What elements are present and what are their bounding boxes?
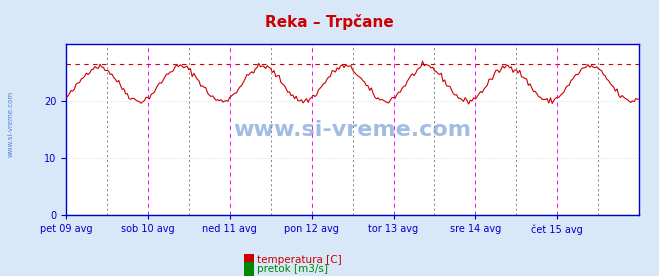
Text: www.si-vreme.com: www.si-vreme.com bbox=[8, 91, 14, 157]
Text: Reka – Trpčane: Reka – Trpčane bbox=[265, 14, 394, 30]
Text: temperatura [C]: temperatura [C] bbox=[257, 255, 342, 265]
Text: www.si-vreme.com: www.si-vreme.com bbox=[233, 120, 472, 140]
Text: pretok [m3/s]: pretok [m3/s] bbox=[257, 264, 328, 274]
